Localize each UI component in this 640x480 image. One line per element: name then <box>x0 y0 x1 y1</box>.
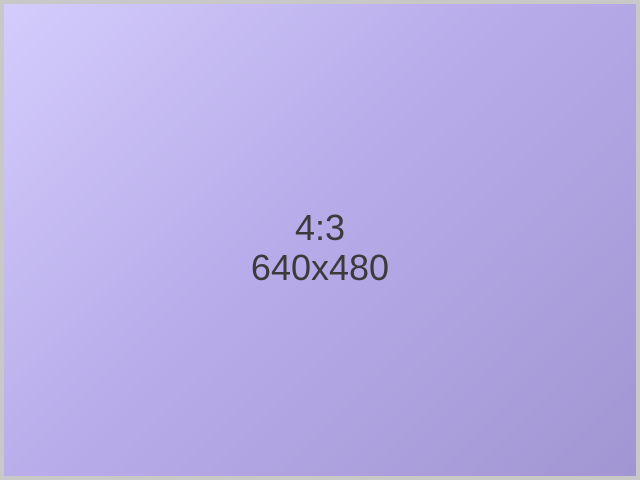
dimensions-text: 640x480 <box>250 247 390 288</box>
placeholder-label: 4:3 640x480 <box>4 208 636 288</box>
aspect-ratio-text: 4:3 <box>294 207 346 248</box>
